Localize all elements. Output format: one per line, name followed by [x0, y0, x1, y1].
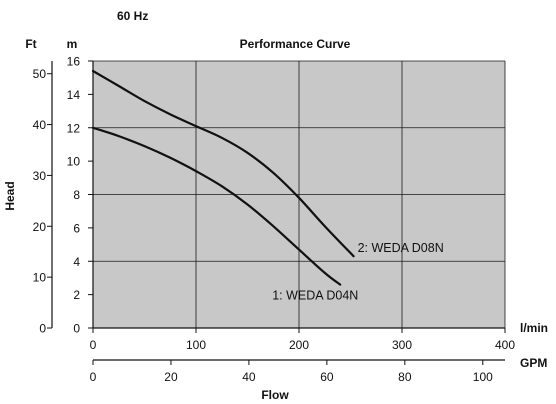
x-tick-label-gpm: 40 [242, 370, 256, 384]
x-axis-unit-gpm: GPM [520, 356, 547, 370]
y-tick-label-m: 10 [67, 155, 81, 169]
y-tick-label-m: 16 [67, 55, 81, 69]
y-tick-label-m: 8 [73, 188, 80, 202]
y-axis-label: Head [3, 181, 17, 210]
x-tick-label-lmin: 400 [495, 338, 515, 352]
x-axis-unit-lmin: l/min [520, 321, 548, 335]
series-labels: 1: WEDA D04N 2: WEDA D08N [272, 241, 444, 302]
y-tick-label-ft: 50 [33, 67, 47, 81]
x-tick-label-gpm: 60 [320, 370, 334, 384]
y-tick-label-ft: 30 [33, 169, 47, 183]
y-tick-label-ft: 0 [39, 322, 46, 336]
x-tick-label-gpm: 100 [473, 370, 493, 384]
y-tick-label-m: 6 [73, 221, 80, 235]
y-tick-label-m: 14 [67, 88, 81, 102]
frequency-label: 60 Hz [117, 9, 148, 23]
series-label-d04n: 1: WEDA D04N [272, 289, 358, 303]
x-tick-label-lmin: 300 [392, 338, 412, 352]
x-tick-label-lmin: 200 [289, 338, 309, 352]
y-axis-unit-m: m [67, 37, 78, 51]
y-tick-label-m: 2 [73, 288, 80, 302]
x-tick-label-gpm: 80 [398, 370, 412, 384]
x-tick-label-lmin: 0 [90, 338, 97, 352]
chart-title: Performance Curve [240, 37, 351, 51]
grid-lines [93, 60, 506, 328]
series-label-d08n: 2: WEDA D08N [358, 241, 444, 255]
y-tick-label-ft: 10 [33, 271, 47, 285]
y-tick-label-m: 4 [73, 255, 80, 269]
curves [91, 69, 355, 286]
y-tick-label-ft: 20 [33, 220, 47, 234]
curve-weda-d08n [91, 69, 355, 258]
x-tick-label-gpm: 20 [164, 370, 178, 384]
y-tick-label-m: 0 [73, 322, 80, 336]
x-tick-label-gpm: 0 [90, 370, 97, 384]
y-axis-unit-ft: Ft [25, 37, 36, 51]
x-tick-label-lmin: 100 [186, 338, 206, 352]
y-tick-label-m: 12 [67, 121, 81, 135]
curve-weda-d04n [91, 126, 342, 286]
axes: 0 2 4 6 8 10 12 14 16 0 10 20 30 40 50 0 100 200 300 400 0 20… [33, 55, 516, 385]
y-tick-label-ft: 40 [33, 118, 47, 132]
x-axis-label: Flow [261, 388, 289, 402]
